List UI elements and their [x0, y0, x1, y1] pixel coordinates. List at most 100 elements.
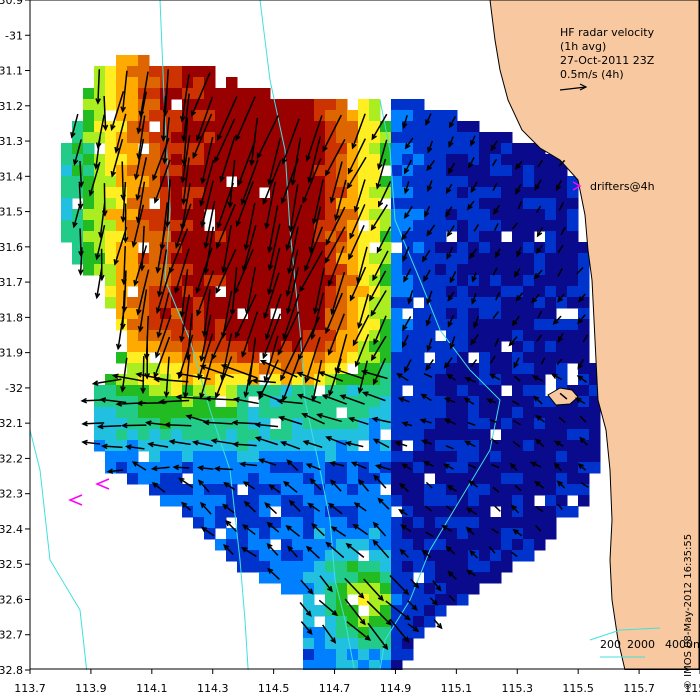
- vector-arrowhead: [508, 340, 515, 347]
- vector-arrowhead: [407, 297, 413, 305]
- velocity-cell: [380, 407, 392, 419]
- velocity-cell: [127, 352, 139, 364]
- velocity-cell: [457, 220, 469, 232]
- vector-arrowhead: [135, 372, 143, 378]
- velocity-cell: [468, 363, 480, 375]
- velocity-vector: [212, 439, 235, 445]
- velocity-vector: [267, 568, 280, 581]
- vector-arrowhead: [325, 327, 331, 335]
- vector-arrowhead: [331, 610, 339, 617]
- velocity-cell: [303, 187, 315, 199]
- velocity-cell: [138, 341, 150, 353]
- velocity-vector: [93, 378, 122, 385]
- velocity-cell: [325, 594, 337, 606]
- velocity-cell: [413, 550, 425, 562]
- vector-arrowhead: [241, 351, 247, 358]
- vector-arrowhead: [470, 140, 476, 147]
- velocity-cell: [127, 132, 139, 144]
- velocity-cell: [490, 187, 502, 199]
- vector-arrowhead: [353, 206, 360, 213]
- velocity-cell: [534, 407, 546, 419]
- velocity-cell: [303, 396, 315, 408]
- velocity-cell: [127, 396, 139, 408]
- velocity-cell: [325, 319, 337, 331]
- vector-arrowhead: [412, 626, 420, 632]
- velocity-cell: [556, 176, 568, 188]
- velocity-cell: [435, 484, 447, 496]
- velocity-cell: [424, 231, 436, 243]
- velocity-vector: [362, 370, 388, 380]
- velocity-vector: [377, 139, 388, 169]
- velocity-cell: [292, 462, 304, 474]
- vector-arrowhead: [426, 230, 433, 237]
- velocity-cell: [490, 176, 502, 188]
- velocity-cell: [281, 407, 293, 419]
- velocity-cell: [545, 418, 557, 430]
- velocity-cell: [424, 319, 436, 331]
- velocity-cell: [281, 308, 293, 320]
- velocity-cell: [182, 275, 194, 287]
- velocity-cell: [270, 429, 282, 441]
- velocity-cell: [446, 594, 458, 606]
- velocity-cell: [314, 352, 326, 364]
- velocity-cell: [248, 253, 260, 265]
- velocity-vector: [403, 268, 412, 282]
- velocity-cell: [490, 473, 502, 485]
- velocity-cell: [336, 418, 348, 430]
- velocity-cell: [171, 341, 183, 353]
- velocity-cell: [127, 429, 139, 441]
- velocity-cell: [556, 473, 568, 485]
- velocity-cell: [424, 484, 436, 496]
- velocity-vector: [535, 524, 542, 532]
- velocity-cell: [314, 110, 326, 122]
- velocity-cell: [402, 429, 414, 441]
- velocity-vector: [556, 358, 563, 366]
- y-tick-label: -31.5: [0, 206, 23, 219]
- velocity-vector: [531, 461, 542, 468]
- velocity-cell: [105, 385, 117, 397]
- velocity-cell: [193, 176, 205, 188]
- velocity-cell: [347, 649, 359, 661]
- velocity-cell: [105, 429, 117, 441]
- velocity-cell: [490, 209, 502, 221]
- velocity-cell: [325, 495, 337, 507]
- velocity-cell: [457, 517, 469, 529]
- vector-arrowhead: [425, 319, 432, 327]
- velocity-cell: [160, 407, 172, 419]
- velocity-cell: [413, 253, 425, 265]
- velocity-vector: [255, 423, 279, 428]
- velocity-cell: [215, 341, 227, 353]
- velocity-cell: [369, 297, 381, 309]
- coastline-land: [489, 0, 700, 670]
- velocity-vector: [385, 600, 410, 621]
- vector-arrowhead: [120, 106, 127, 114]
- velocity-cell: [490, 517, 502, 529]
- vector-arrowhead: [511, 319, 518, 327]
- velocity-vector: [137, 115, 146, 159]
- velocity-cell: [380, 517, 392, 529]
- velocity-vector: [330, 462, 345, 467]
- velocity-vector: [287, 266, 300, 314]
- velocity-vector: [134, 245, 148, 286]
- velocity-vector: [424, 205, 431, 217]
- velocity-cell: [237, 528, 249, 540]
- y-tick-label: -31.6: [0, 241, 23, 254]
- velocity-cell: [325, 132, 337, 144]
- vector-arrowhead: [133, 173, 140, 181]
- vector-arrowhead: [304, 265, 310, 272]
- velocity-vector: [407, 623, 419, 632]
- velocity-cell: [556, 506, 568, 518]
- vector-arrowhead: [330, 637, 337, 644]
- velocity-cell: [457, 583, 469, 595]
- velocity-cell: [83, 176, 95, 188]
- vector-arrowhead: [264, 333, 271, 341]
- velocity-cell: [237, 495, 249, 507]
- velocity-cell: [457, 473, 469, 485]
- velocity-vector: [468, 157, 475, 168]
- velocity-cell: [534, 440, 546, 452]
- velocity-cell: [435, 550, 447, 562]
- velocity-cell: [204, 396, 216, 408]
- velocity-cell: [424, 209, 436, 221]
- velocity-cell: [149, 77, 161, 89]
- velocity-cell: [303, 352, 315, 364]
